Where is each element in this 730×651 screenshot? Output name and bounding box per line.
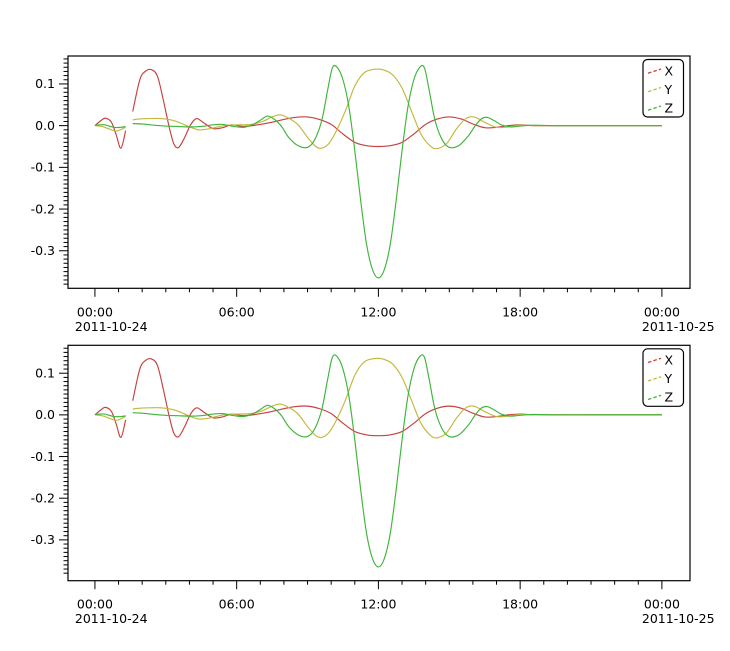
- y-tick-label: -0.1: [31, 160, 55, 175]
- legend-item-y: Y: [647, 82, 673, 97]
- legend-label: Z: [665, 390, 674, 405]
- legend-box: [642, 348, 685, 407]
- series-line-x: [94, 68, 662, 149]
- y-tick-label: -0.2: [31, 491, 55, 506]
- series-line-z: [94, 354, 662, 568]
- legend-item-z: Z: [647, 100, 674, 115]
- x-date-label: 2011-10-25: [642, 319, 715, 334]
- x-tick-label: 00:00: [644, 304, 680, 319]
- legend-label: Y: [664, 82, 673, 97]
- series-lines: [94, 64, 662, 279]
- x-tick-label: 00:00: [644, 597, 680, 612]
- x-tick-label: 12:00: [360, 304, 396, 319]
- legend: XYZ: [642, 58, 685, 118]
- legend-item-x: X: [647, 353, 674, 368]
- x-tick-label: 06:00: [219, 597, 255, 612]
- plot-frame: [67, 55, 691, 289]
- legend: XYZ: [642, 348, 685, 407]
- legend-line-sample-y-icon: [647, 376, 662, 382]
- series-line-z: [94, 64, 662, 279]
- y-tick-label: -0.2: [31, 201, 55, 216]
- plot-frame: [67, 344, 691, 582]
- x-tick-label: 18:00: [502, 304, 538, 319]
- axis-ticks: [59, 58, 663, 297]
- y-tick-label: 0.1: [35, 366, 55, 381]
- legend-label: Z: [665, 100, 674, 115]
- legend-line-sample-z-icon: [647, 394, 662, 401]
- y-tick-label: -0.3: [31, 243, 55, 258]
- x-tick-label: 12:00: [360, 597, 396, 612]
- x-tick-label: 00:00: [77, 597, 113, 612]
- x-date-label: 2011-10-24: [75, 611, 148, 626]
- x-tick-label: 00:00: [77, 304, 113, 319]
- legend-label: Y: [664, 371, 673, 386]
- legend-label: X: [665, 353, 674, 368]
- y-tick-label: 0.0: [35, 407, 55, 422]
- y-tick-label: 0.0: [35, 118, 55, 133]
- axis-ticks: [59, 347, 663, 590]
- legend-item-y: Y: [647, 371, 673, 386]
- legend-line-sample-z-icon: [647, 105, 662, 111]
- series-line-y: [94, 357, 662, 439]
- y-tick-label: -0.3: [31, 532, 55, 547]
- y-tick-label: -0.1: [31, 449, 55, 464]
- series-line-x: [94, 358, 662, 438]
- legend-box: [642, 58, 685, 118]
- series-line-y: [94, 68, 662, 150]
- x-tick-label: 18:00: [502, 597, 538, 612]
- legend-item-z: Z: [647, 390, 674, 405]
- legend-item-x: X: [647, 63, 674, 78]
- series-lines: [94, 354, 662, 568]
- legend-line-sample-x-icon: [647, 357, 662, 364]
- y-tick-label: 0.1: [35, 76, 55, 91]
- legend-line-sample-x-icon: [647, 68, 662, 74]
- x-date-label: 2011-10-25: [642, 611, 715, 626]
- legend-label: X: [665, 63, 674, 78]
- legend-line-sample-y-icon: [647, 86, 662, 93]
- x-date-label: 2011-10-24: [75, 319, 148, 334]
- x-tick-label: 06:00: [219, 304, 255, 319]
